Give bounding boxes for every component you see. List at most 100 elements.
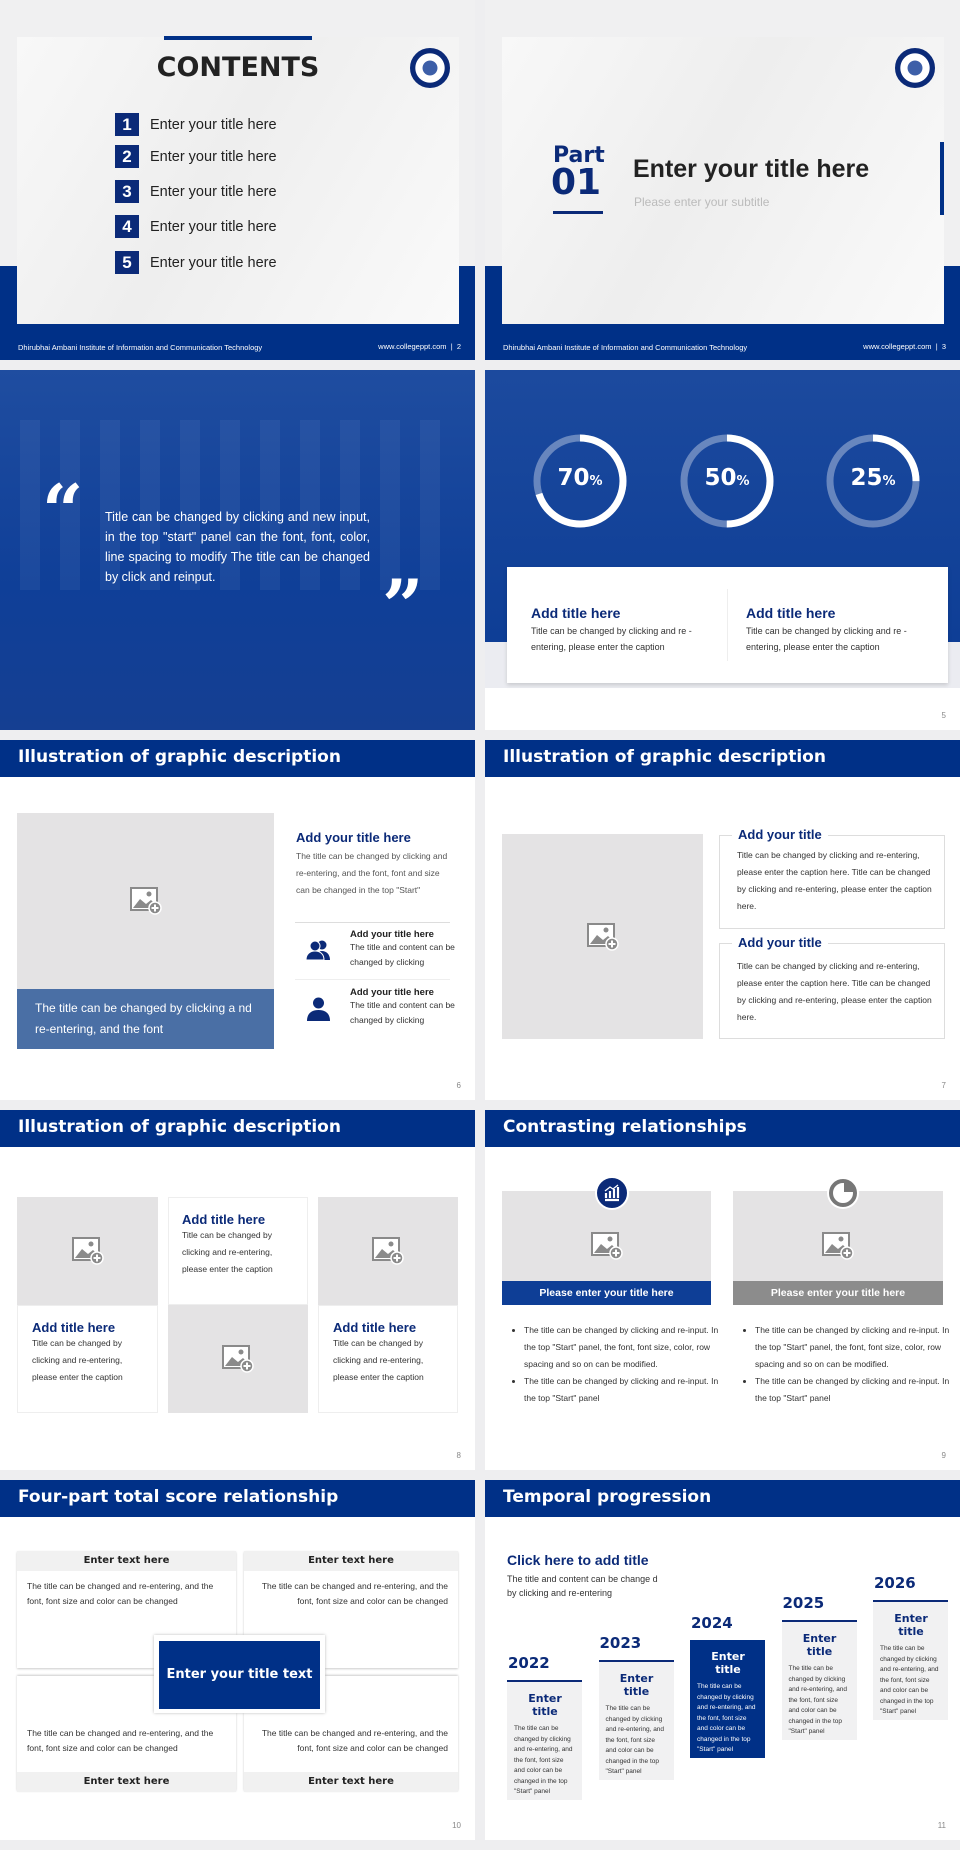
page-number: 11 [937,1821,946,1830]
step-title: Enter title [528,1692,562,1718]
card-title: Add title here [333,1320,417,1335]
footer-institute: Dhirubhai Ambani Institute of Informatio… [18,343,263,352]
ring-label: 70% [557,465,603,491]
image-caption: The title can be changed by clicking a n… [17,989,274,1049]
contents-item[interactable]: 5 Enter your title here [115,251,277,274]
center-title: Enter your title text [159,1641,320,1709]
part-label: Enter text here [17,1551,236,1571]
add-image-icon [372,1237,404,1265]
add-image-icon [222,1345,254,1373]
step-card: Enter title The title can be changed by … [598,1662,674,1780]
ring-label: 50% [704,465,750,491]
item-number: 1 [115,113,139,136]
slide-5-progress[interactable]: 70% 50% 25% Add title here Title can be cha… [485,370,960,730]
image-placeholder[interactable] [502,834,703,1039]
image-placeholder[interactable] [17,813,274,989]
footer-site[interactable]: www.collegeppt.com [378,342,447,351]
text-box: Add your title Title can be changed by c… [719,935,945,1039]
slide-10[interactable]: Four-part total score relationship Enter… [0,1480,475,1840]
slide-6[interactable]: Illustration of graphic description The … [0,740,475,1100]
bullet: The title can be changed by clicking and… [755,1322,951,1373]
step-year: 2022 [508,1654,550,1672]
item-number: 4 [115,215,139,238]
ring-progress [680,434,774,528]
bullet: The title can be changed by clicking and… [755,1373,951,1407]
add-image-icon [591,1232,623,1260]
user-icon [307,997,330,1021]
part-label: Enter text here [17,1772,236,1792]
slide-7[interactable]: Illustration of graphic description Add … [485,740,960,1100]
part-label: Enter text here [244,1772,458,1792]
slide-header: Four-part total score relationship [0,1480,475,1517]
step-text: The title can be changed by clicking and… [880,1645,939,1715]
slide-8[interactable]: Illustration of graphic description Add … [0,1110,475,1470]
institute-logo [410,48,450,88]
item-number: 5 [115,251,139,274]
item-label: Enter your title here [150,218,277,235]
column-title-bar: Please enter your title here [733,1281,943,1305]
step-title: Enter title [711,1650,745,1676]
section-title: Enter your title here [633,155,870,183]
card-title: Add title here [182,1212,266,1227]
item-label: Enter your title here [150,148,277,165]
step-card: Enter title The title can be changed by … [690,1640,765,1758]
item-text: The title and content can be changed by … [350,1000,455,1025]
image-placeholder[interactable] [17,1197,158,1305]
slide-header: Illustration of graphic description [485,740,960,777]
users-icon [306,940,330,960]
slide-11-timeline[interactable]: Temporal progression Click here to add t… [485,1480,960,1840]
part-text: The title can be changed and re-entering… [261,1728,448,1753]
contents-item[interactable]: 1 Enter your title here [115,113,277,136]
item-number: 2 [115,145,139,168]
slide-3-part[interactable]: Part 01 Enter your title here Please ent… [485,0,960,360]
slide-9[interactable]: Contrasting relationships Please enter y… [485,1110,960,1470]
slide-header: Illustration of graphic description [0,740,475,777]
card-title: Add title here [746,605,836,621]
item-label: Enter your title here [150,116,277,133]
step-year: 2026 [874,1574,916,1592]
step-year: 2024 [691,1614,733,1632]
close-quote-icon: ” [382,563,424,648]
text: The title can be changed by clicking and… [296,851,448,895]
contents-item[interactable]: 3 Enter your title here [115,180,277,203]
step-card: Enter title The title can be changed by … [781,1622,857,1740]
building-background [20,420,450,590]
page-number: 5 [941,711,946,720]
image-placeholder[interactable] [318,1197,458,1305]
bullet: The title can be changed by clicking and… [524,1322,720,1373]
section-subtitle: Please enter your subtitle [634,195,770,209]
slide-2-contents[interactable]: CONTENTS 1 Enter your title here 2 Enter… [0,0,475,360]
open-quote-icon: “ [42,468,84,553]
item-number: 3 [115,180,139,203]
card-title: Add title here [32,1320,116,1335]
text-box: Add your title Title can be changed by c… [719,827,945,929]
page-number: 9 [941,1451,946,1460]
add-image-icon [587,923,619,951]
card-text: Title can be changed by clicking and re-… [182,1230,273,1274]
box-title: Add your title [732,935,828,950]
bar-chart-icon [595,1176,629,1210]
page-number: 10 [452,1821,461,1830]
step-text: The title can be changed by clicking and… [605,1705,665,1775]
card-title: Add title here [531,605,621,621]
part-label: Part [553,143,605,168]
image-placeholder[interactable] [168,1305,308,1413]
add-image-icon [72,1237,104,1265]
slide-header: Contrasting relationships [485,1110,960,1147]
contents-item[interactable]: 4 Enter your title here [115,215,277,238]
box-text: Title can be changed by clicking and re-… [737,850,932,911]
slide-header: Illustration of graphic description [0,1110,475,1147]
step-year: 2025 [782,1594,825,1612]
slide-4-quote[interactable]: “ Title can be changed by clicking and n… [0,370,475,730]
page-number: 6 [456,1081,461,1090]
page-number: 8 [456,1451,461,1460]
info-card: Add title here Title can be changed by cl… [507,567,948,683]
ring-progress [826,434,920,528]
footer-site[interactable]: www.collegeppt.com [863,342,932,351]
step-text: The title can be changed by clicking and… [788,1665,848,1735]
part-text: The title can be changed and re-entering… [27,1581,214,1606]
add-image-icon [130,887,162,915]
contents-item[interactable]: 2 Enter your title here [115,145,277,168]
step-text: The title can be changed by clicking and… [514,1725,573,1795]
bullet: The title can be changed by clicking and… [524,1373,720,1407]
